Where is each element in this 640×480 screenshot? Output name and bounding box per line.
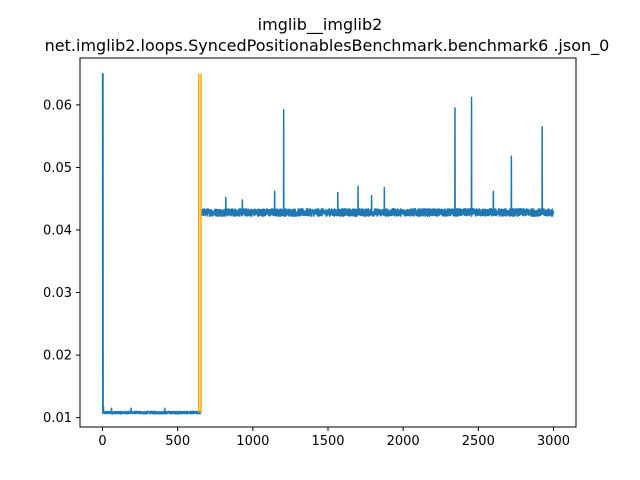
- plot-area: [101, 72, 555, 415]
- x-tick-label: 1000: [236, 434, 269, 449]
- x-tick-label: 500: [165, 434, 190, 449]
- series-line-segment-1: [101, 72, 201, 415]
- x-tick-label: 3000: [537, 434, 570, 449]
- y-tick-label: 0.01: [43, 411, 72, 426]
- y-axis-ticks: 0.01 0.02 0.03 0.04 0.05 0.06: [43, 98, 80, 426]
- y-tick-label: 0.06: [43, 98, 72, 113]
- y-tick-label: 0.02: [43, 349, 72, 364]
- x-axis-ticks: 0 500 1000 1500 2000 2500 3000: [98, 427, 570, 449]
- chart-title: imglib__imglib2: [258, 15, 383, 35]
- y-tick-label: 0.05: [43, 161, 72, 176]
- y-tick-label: 0.04: [43, 223, 72, 238]
- x-tick-label: 2000: [387, 434, 420, 449]
- axes-frame: [79, 57, 577, 428]
- x-tick-label: 0: [98, 434, 106, 449]
- x-tick-label: 1500: [311, 434, 344, 449]
- chart-subtitle: net.imglib2.loops.SyncedPositionablesBen…: [45, 36, 610, 56]
- series-line-segment-2: [201, 96, 555, 217]
- y-tick-label: 0.03: [43, 286, 72, 301]
- x-tick-label: 2500: [462, 434, 495, 449]
